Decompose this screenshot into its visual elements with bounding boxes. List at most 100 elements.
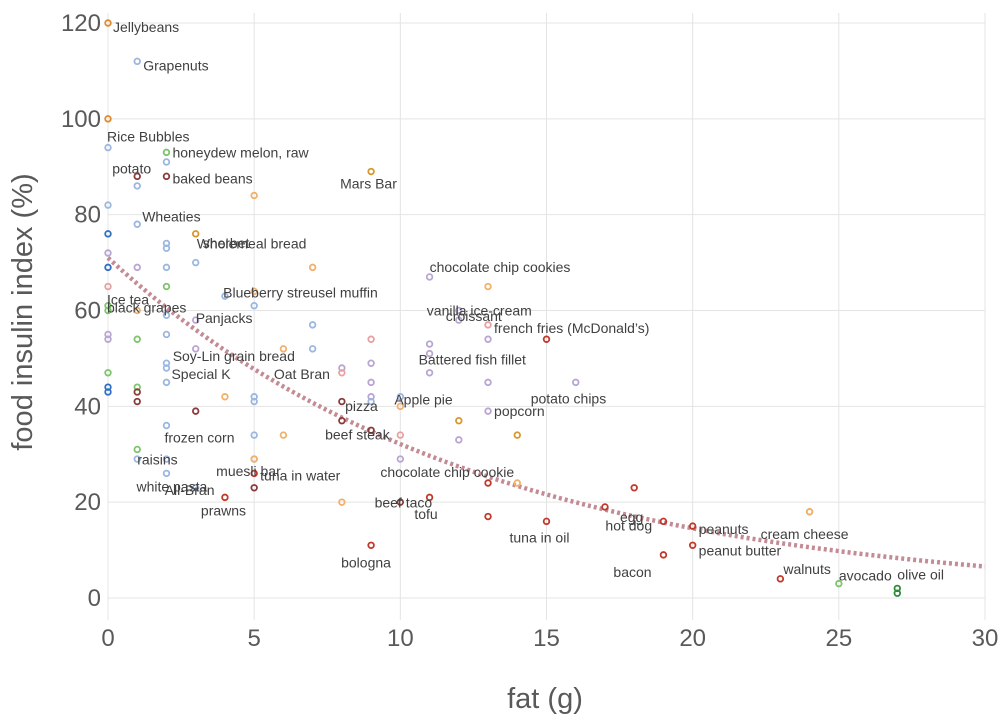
x-tick-label: 30 bbox=[972, 625, 999, 652]
data-point-label: potato bbox=[112, 160, 151, 176]
y-axis-ticks: 0 20 40 60 80 100 120 bbox=[61, 10, 101, 612]
data-point bbox=[572, 378, 580, 387]
point-labels: Jellybeans Grapenuts Rice Bubbleshoneydew … bbox=[107, 19, 944, 584]
data-point-label: Apple pie bbox=[394, 391, 453, 407]
data-point-label: hot dog bbox=[605, 517, 652, 533]
data-point-label: potato chips bbox=[531, 390, 607, 406]
data-point bbox=[162, 282, 171, 291]
data-point bbox=[367, 359, 375, 367]
data-point-label: beef steak bbox=[325, 426, 391, 442]
data-point-label: Panjacks bbox=[196, 310, 253, 326]
data-point bbox=[250, 469, 258, 478]
data-point-label: french fries (McDonald’s) bbox=[494, 320, 649, 336]
data-point bbox=[338, 417, 346, 425]
data-point bbox=[104, 249, 112, 257]
data-point bbox=[396, 393, 405, 401]
x-tick-label: 15 bbox=[533, 625, 560, 652]
data-point-label: sherbet bbox=[203, 235, 250, 251]
data-point bbox=[191, 258, 200, 267]
data-point-label: beef taco bbox=[375, 494, 433, 510]
data-point-label: chocolate chip cookie bbox=[380, 464, 514, 480]
data-point bbox=[484, 512, 492, 521]
data-point bbox=[162, 455, 171, 463]
x-tick-label: 5 bbox=[247, 625, 260, 652]
x-tick-label: 25 bbox=[825, 625, 852, 652]
data-point bbox=[162, 158, 171, 166]
data-point-label: raisins bbox=[137, 451, 177, 467]
data-point bbox=[835, 579, 843, 588]
data-point bbox=[250, 287, 258, 296]
data-point bbox=[162, 263, 171, 272]
data-point bbox=[191, 316, 200, 324]
data-point-label: tofu bbox=[414, 506, 437, 522]
data-point bbox=[308, 345, 317, 353]
data-point-label: prawns bbox=[201, 502, 246, 518]
data-point bbox=[133, 388, 141, 396]
data-point bbox=[688, 522, 697, 530]
data-point bbox=[893, 589, 901, 597]
data-point-label: peanuts bbox=[699, 521, 749, 537]
data-point bbox=[279, 431, 288, 439]
data-point bbox=[425, 493, 434, 502]
data-point bbox=[133, 306, 141, 315]
data-point bbox=[396, 455, 405, 463]
data-point bbox=[367, 541, 375, 549]
data-point bbox=[104, 143, 112, 152]
data-point bbox=[162, 378, 171, 387]
data-point bbox=[133, 172, 141, 181]
data-point-label: Special K bbox=[171, 366, 231, 382]
data-point bbox=[425, 349, 434, 358]
data-point bbox=[104, 335, 112, 343]
data-point bbox=[162, 364, 171, 372]
data-point bbox=[513, 479, 521, 487]
data-point-label: bacon bbox=[613, 564, 651, 580]
data-point bbox=[484, 479, 492, 487]
y-tick-label: 100 bbox=[61, 106, 101, 133]
data-point bbox=[484, 378, 492, 387]
data-point bbox=[338, 397, 346, 406]
data-point bbox=[133, 220, 141, 228]
data-point bbox=[133, 182, 141, 190]
data-point bbox=[221, 393, 229, 401]
data-point bbox=[338, 498, 346, 506]
data-point bbox=[191, 345, 200, 353]
data-point-label: popcorn bbox=[494, 403, 545, 419]
data-point bbox=[162, 330, 171, 339]
data-point-label: Ice tea bbox=[107, 292, 149, 308]
y-tick-label: 40 bbox=[74, 393, 101, 420]
y-tick-label: 80 bbox=[74, 202, 101, 229]
y-tick-label: 60 bbox=[74, 298, 101, 325]
data-point-label: Mars Bar bbox=[340, 176, 397, 192]
data-point bbox=[250, 431, 258, 439]
data-point bbox=[308, 263, 317, 272]
gridlines bbox=[107, 13, 986, 620]
data-point bbox=[104, 369, 112, 377]
data-point-label: Blueberry streusel muffin bbox=[223, 284, 378, 300]
data-point bbox=[250, 191, 258, 200]
data-point-label: Wheaties bbox=[142, 208, 200, 224]
data-point bbox=[659, 551, 668, 559]
data-point bbox=[221, 292, 229, 300]
data-point-label: tuna in oil bbox=[510, 529, 570, 545]
x-tick-label: 10 bbox=[387, 625, 414, 652]
data-point bbox=[659, 517, 668, 526]
data-point bbox=[455, 436, 463, 444]
data-point bbox=[513, 431, 521, 439]
data-point-label: All-Bran bbox=[165, 482, 215, 498]
data-point bbox=[104, 263, 112, 272]
data-point-label: croissant bbox=[446, 308, 502, 324]
x-tick-label: 20 bbox=[679, 625, 706, 652]
data-point bbox=[104, 19, 112, 27]
data-point-label: Jellybeans bbox=[113, 19, 179, 35]
data-point bbox=[104, 201, 112, 209]
data-point-label: Rice Bubbles bbox=[107, 129, 190, 145]
data-point bbox=[162, 311, 171, 319]
data-point bbox=[133, 397, 141, 406]
data-point bbox=[688, 541, 697, 549]
data-point bbox=[133, 263, 141, 272]
data-point bbox=[367, 378, 375, 387]
data-point bbox=[133, 445, 141, 454]
data-point bbox=[308, 321, 317, 329]
data-point-label: peanut butter bbox=[699, 542, 782, 558]
data-point bbox=[484, 321, 492, 329]
